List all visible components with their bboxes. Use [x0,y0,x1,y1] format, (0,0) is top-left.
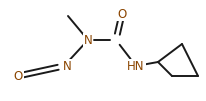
Text: N: N [63,59,71,73]
Text: HN: HN [127,59,145,73]
Text: N: N [84,34,92,46]
Text: O: O [117,7,127,21]
Text: O: O [13,69,23,83]
